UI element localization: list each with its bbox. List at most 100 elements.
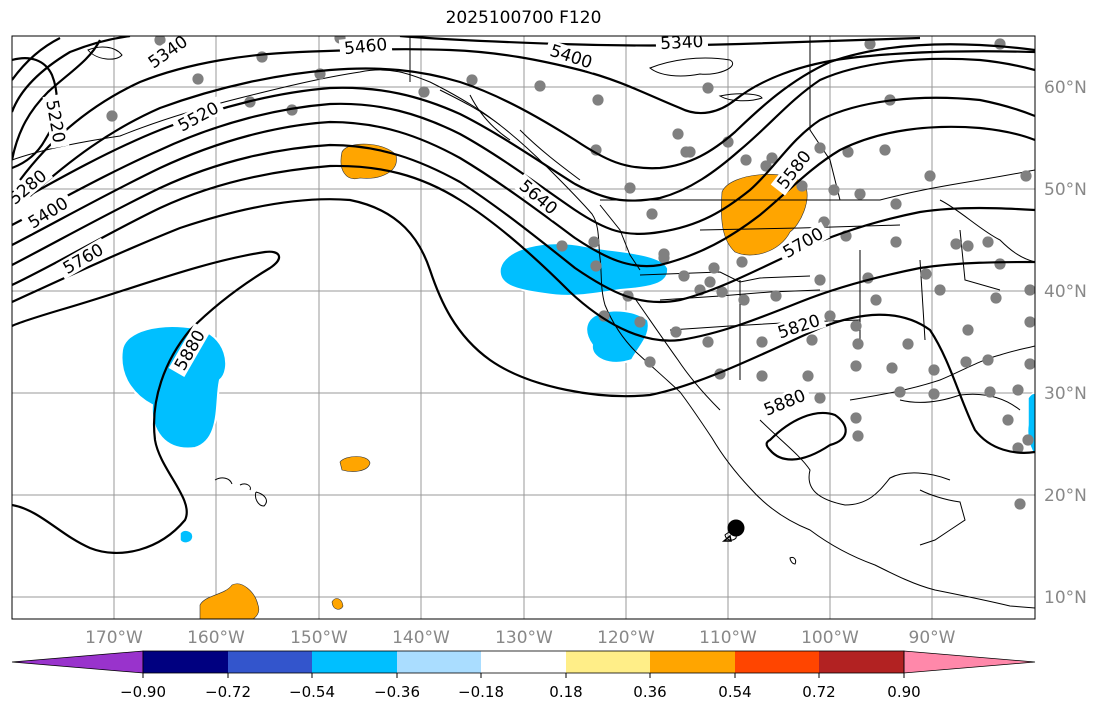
station-dot: [592, 94, 604, 106]
station-dot: [154, 36, 166, 46]
station-dot: [920, 268, 932, 280]
longitude-label: 160°W: [187, 628, 245, 648]
station-dot: [814, 392, 826, 404]
station-dot: [802, 370, 814, 382]
longitude-label: 150°W: [290, 628, 348, 648]
station-dot: [796, 180, 808, 192]
map-title: 2025100700 F120: [445, 8, 602, 28]
contour-5580: [12, 96, 1035, 236]
station-dot: [1022, 434, 1034, 446]
station-dot: [824, 310, 836, 322]
colorbar-frame: [142, 650, 905, 674]
longitude-label: 140°W: [392, 628, 450, 648]
colorbar-tick-label: 0.18: [549, 683, 582, 701]
station-dot: [192, 73, 204, 85]
contour-5880-gulf: [765, 411, 847, 461]
contour-label: 5880: [761, 386, 809, 421]
station-dot: [704, 276, 716, 288]
station-dot: [658, 252, 670, 264]
longitude-label: 90°W: [909, 628, 956, 648]
station-dot: [982, 236, 994, 248]
positive-anomaly-south-pacific: [199, 583, 260, 619]
station-dot: [994, 258, 1006, 270]
contour-label: 5340: [660, 32, 704, 54]
station-dot: [962, 324, 974, 336]
station-dot: [736, 256, 748, 268]
colorbar-segment: [312, 651, 397, 673]
colorbar-tick-label: −0.72: [205, 683, 251, 701]
contour-5700: [12, 143, 1035, 304]
colorbar-segment: [735, 651, 819, 673]
colorbar-segment: [11, 650, 144, 674]
colorbar-segment: [819, 651, 904, 673]
station-dot: [842, 146, 854, 158]
negative-anomaly-north-pacific: [120, 325, 228, 450]
station-dot: [418, 86, 430, 98]
latitude-label: 10°N: [1044, 588, 1087, 608]
station-dot: [886, 362, 898, 374]
station-dot: [598, 310, 610, 322]
station-dot: [590, 260, 602, 272]
longitude-axis: 170°W 160°W 150°W 140°W 130°W 120°W 110°W 100°W…: [85, 628, 956, 648]
station-dot: [550, 24, 561, 35]
station-dot: [928, 364, 940, 376]
station-dot: [852, 430, 864, 442]
negative-anomaly-small: [179, 529, 194, 544]
station-dot: [960, 356, 972, 368]
station-dot: [680, 146, 692, 158]
station-dot: [1024, 358, 1035, 370]
colorbar-tick-label: −0.54: [289, 683, 335, 701]
station-dot: [716, 286, 728, 298]
station-dot: [644, 356, 656, 368]
station-dot: [766, 152, 778, 164]
colorbar-segment: [481, 651, 566, 673]
latitude-label: 20°N: [1044, 486, 1087, 506]
colorbar-segment: [903, 650, 1036, 674]
station-dot: [850, 360, 862, 372]
station-dot: [902, 338, 914, 350]
negative-anomaly-pacific-nw: [498, 242, 670, 297]
contour-5460: [29, 43, 1035, 197]
positive-anomaly-hawaii: [339, 456, 371, 472]
station-dot: [924, 170, 936, 182]
colorbar-segment: [397, 651, 481, 673]
station-dot: [738, 294, 750, 306]
station-dot: [634, 316, 646, 328]
station-dot: [814, 142, 826, 154]
station-dot: [1024, 284, 1035, 296]
latitude-axis: 60°N 50°N 40°N 30°N 20°N 10°N: [1044, 78, 1087, 608]
station-dot: [702, 82, 714, 94]
coastlines: [12, 36, 1035, 609]
station-dot: [740, 154, 752, 166]
station-dot: [962, 240, 974, 252]
contour-5280: [12, 37, 101, 161]
positive-anomaly-tiny: [331, 598, 344, 610]
colorbar-segment: [228, 651, 312, 673]
station-dot: [646, 208, 658, 220]
colorbar-tick-label: 0.36: [633, 683, 666, 701]
station-dot: [806, 334, 818, 346]
station-dot: [879, 144, 891, 156]
colorbar-segment: [143, 651, 228, 673]
station-dot: [994, 38, 1006, 50]
latitude-label: 40°N: [1044, 282, 1087, 302]
station-dot: [1012, 384, 1024, 396]
contour-label: 5400: [25, 194, 72, 234]
station-dot: [990, 292, 1002, 304]
longitude-label: 120°W: [597, 628, 655, 648]
latitude-label: 60°N: [1044, 78, 1087, 98]
colorbar-tick-label: 0.90: [887, 683, 920, 701]
station-dot: [950, 238, 962, 250]
station-dot: [702, 336, 714, 348]
longitude-label: 100°W: [801, 628, 859, 648]
contour-5880-pacific: [12, 250, 281, 555]
station-dot: [756, 370, 768, 382]
colorbar: [11, 650, 1036, 674]
latitude-label: 30°N: [1044, 384, 1087, 404]
station-dot: [1002, 414, 1014, 426]
contour-5400: [19, 48, 1035, 181]
station-dot: [934, 284, 946, 296]
colorbar-segment: [650, 651, 735, 673]
storm-marker-icon: [721, 519, 745, 542]
